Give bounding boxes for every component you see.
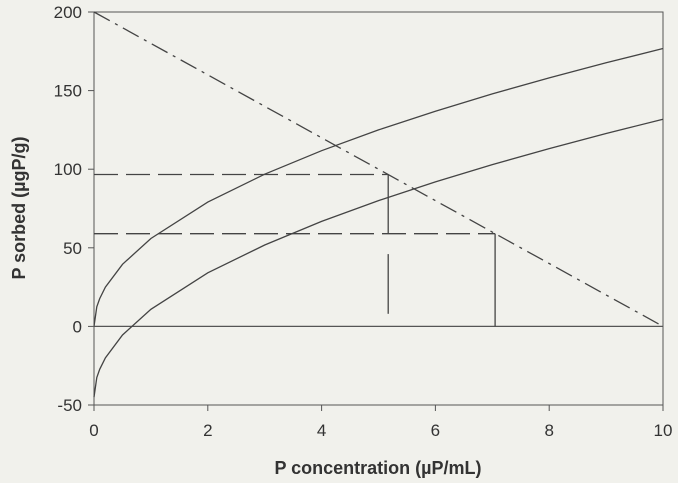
x-axis-title: P concentration (µP/mL): [274, 458, 481, 478]
x-tick-label: 10: [654, 421, 673, 440]
y-axis-title: P sorbed (µgP/g): [9, 136, 29, 279]
x-tick-label: 6: [431, 421, 440, 440]
y-tick-label: 150: [54, 82, 82, 101]
y-tick-label: 50: [63, 239, 82, 258]
x-tick-label: 2: [203, 421, 212, 440]
x-tick-label: 4: [317, 421, 326, 440]
series-line-2: [93, 118, 664, 398]
y-tick-label: 0: [73, 317, 82, 336]
y-tick-label: -50: [57, 396, 82, 415]
x-tick-label: 8: [544, 421, 553, 440]
y-tick-label: 100: [54, 160, 82, 179]
axis-ticks: 0 2 4 6 8 10 -50 0 50 100 150 200: [54, 3, 673, 440]
y-tick-label: 200: [54, 3, 82, 22]
chart-marks: [93, 11, 664, 398]
series-line-3: [93, 11, 664, 327]
x-tick-label: 0: [89, 421, 98, 440]
plot-area: [93, 11, 664, 406]
